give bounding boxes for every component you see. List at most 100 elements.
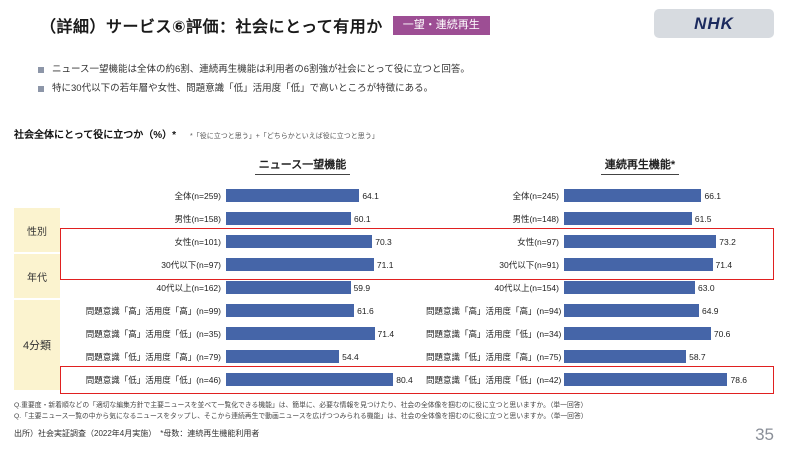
value-bar xyxy=(226,373,394,386)
chart-row: 問題意識「低」活用度「高」(n=79) 54.4 問題意識「低」活用度「高」(n=7… xyxy=(0,345,762,368)
chart-row: 女性(n=101) 70.3 女性(n=97) 73.2 xyxy=(0,230,762,253)
bar-zone: 71.4 xyxy=(226,327,426,340)
value-label: 71.4 xyxy=(377,328,395,339)
value-bar xyxy=(564,304,699,317)
value-label: 59.9 xyxy=(353,282,371,293)
footnote-line: Q.重要度・新着順などの「適切な編集方針で主要ニュースを並べて一覧化できる機能」… xyxy=(14,402,588,409)
group-label-4category: 4分類 xyxy=(14,300,60,390)
value-label: 71.1 xyxy=(376,259,394,270)
section-title: 社会全体にとって役に立つか（%）* xyxy=(14,130,176,141)
value-label: 58.7 xyxy=(689,351,706,362)
chart-title-left: ニュース一望機能 xyxy=(225,156,380,175)
bar-zone: 61.5 xyxy=(564,212,762,225)
category-label: 40代以上(n=154) xyxy=(494,282,560,293)
bullet-square-icon xyxy=(38,86,44,93)
nhk-logo: NHK xyxy=(654,9,774,38)
value-label: 73.2 xyxy=(719,236,736,247)
bar-zone: 78.6 xyxy=(564,373,762,386)
value-label: 78.6 xyxy=(730,374,748,385)
chart-title-right: 連続再生機能* xyxy=(565,156,715,175)
value-bar xyxy=(226,258,374,271)
value-bar xyxy=(226,304,355,317)
question-footnotes: Q.重要度・新着順などの「適切な編集方針で主要ニュースを並べて一覧化できる機能」… xyxy=(14,401,786,423)
bullet-item: 特に30代以下の若年層や女性、問題意識「低」活用度「低」で高いところが特徴にある… xyxy=(38,83,760,95)
bullet-text: ニュース一望機能は全体の約6割、連続再生機能は利用者の6割強が社会にとって役に立… xyxy=(52,64,470,75)
value-bar xyxy=(564,235,717,248)
bar-zone: 59.9 xyxy=(226,281,426,294)
chart-row: 男性(n=158) 60.1 男性(n=148) 61.5 xyxy=(0,207,762,230)
footnote-line: Q.「主要ニュース一覧の中から気になるニュースをタップし、そこから連続再生で動画… xyxy=(14,412,588,420)
category-label: 全体(n=259) xyxy=(174,190,221,201)
category-label: 問題意識「低」活用度「低」(n=46) xyxy=(85,374,221,385)
value-bar xyxy=(564,281,696,294)
category-label: 男性(n=158) xyxy=(174,213,221,224)
value-bar xyxy=(564,350,687,363)
bar-zone: 54.4 xyxy=(226,350,426,363)
chart-rows: 全体(n=259) 64.1 全体(n=245) 66.1 男性(n=158) 60.1 男… xyxy=(0,184,762,391)
bar-zone: 61.6 xyxy=(226,304,426,317)
category-label: 女性(n=101) xyxy=(174,236,221,247)
category-label: 問題意識「高」活用度「低」(n=35) xyxy=(85,328,221,339)
value-bar xyxy=(564,189,702,202)
bar-zone: 64.1 xyxy=(226,189,426,202)
value-label: 61.6 xyxy=(357,305,374,316)
category-label: 30代以下(n=97) xyxy=(161,259,221,270)
category-label: 問題意識「高」活用度「高」(n=99) xyxy=(85,305,221,316)
value-bar xyxy=(564,327,711,340)
value-label: 54.4 xyxy=(342,351,359,362)
value-label: 66.1 xyxy=(704,190,722,201)
value-bar xyxy=(226,189,360,202)
chart-row: 問題意識「高」活用度「低」(n=35) 71.4 問題意識「高」活用度「低」(n=3… xyxy=(0,322,762,345)
category-label: 40代以上(n=162) xyxy=(156,282,222,293)
bar-zone: 73.2 xyxy=(564,235,762,248)
value-label: 63.0 xyxy=(698,282,715,293)
section-header: 社会全体にとって役に立つか（%）* *「役に立つと思う」+「どちらかといえば役に… xyxy=(14,126,379,141)
bar-zone: 60.1 xyxy=(226,212,426,225)
category-label: 男性(n=148) xyxy=(512,213,559,224)
bar-zone: 66.1 xyxy=(564,189,762,202)
value-label: 64.1 xyxy=(362,190,379,201)
value-bar xyxy=(226,327,375,340)
value-label: 71.4 xyxy=(715,259,733,270)
bar-zone: 71.4 xyxy=(564,258,762,271)
nhk-logo-text: NHK xyxy=(694,13,734,33)
value-bar xyxy=(226,235,373,248)
category-label: 問題意識「高」活用度「高」(n=94) xyxy=(426,305,562,316)
value-bar xyxy=(564,258,713,271)
value-label: 70.3 xyxy=(375,236,392,247)
value-bar xyxy=(226,212,351,225)
category-label: 全体(n=245) xyxy=(512,190,559,201)
value-bar xyxy=(564,373,728,386)
chart-row: 全体(n=259) 64.1 全体(n=245) 66.1 xyxy=(0,184,762,207)
category-label: 30代以下(n=91) xyxy=(499,259,559,270)
bullet-text: 特に30代以下の若年層や女性、問題意識「低」活用度「低」で高いところが特徴にある… xyxy=(52,83,434,95)
value-label: 80.4 xyxy=(396,374,413,385)
section-note: *「役に立つと思う」+「どちらかといえば役に立つと思う」 xyxy=(189,133,379,140)
chart-row: 40代以上(n=162) 59.9 40代以上(n=154) 63.0 xyxy=(0,276,762,299)
chart-row: 問題意識「低」活用度「低」(n=46) 80.4 問題意識「低」活用度「低」(n=4… xyxy=(0,368,762,391)
topic-badge: 一望・連続再生 xyxy=(392,15,490,35)
source-note: 出所）社会実証調査（2022年4月実施） *母数：連続再生機能利用者 xyxy=(14,429,260,438)
category-label: 女性(n=97) xyxy=(517,236,559,247)
chart-row: 30代以下(n=97) 71.1 30代以下(n=91) 71.4 xyxy=(0,253,762,276)
value-label: 60.1 xyxy=(354,213,371,224)
chart-row: 問題意識「高」活用度「高」(n=99) 61.6 問題意識「高」活用度「高」(n=9… xyxy=(0,299,762,322)
category-label: 問題意識「低」活用度「低」(n=42) xyxy=(426,374,562,385)
bullet-item: ニュース一望機能は全体の約6割、連続再生機能は利用者の6割強が社会にとって役に立… xyxy=(38,64,760,76)
bar-zone: 64.9 xyxy=(564,304,762,317)
page-number: 35 xyxy=(755,425,774,444)
bar-zone: 70.6 xyxy=(564,327,762,340)
value-label: 61.5 xyxy=(694,213,712,224)
category-label: 問題意識「低」活用度「高」(n=75) xyxy=(426,351,562,362)
page-title: （詳細）サービス⑥評価：社会にとって有用か xyxy=(40,19,383,36)
value-bar xyxy=(226,281,351,294)
bar-zone: 80.4 xyxy=(226,373,426,386)
bar-zone: 63.0 xyxy=(564,281,762,294)
category-label: 問題意識「高」活用度「低」(n=34) xyxy=(426,328,562,339)
group-label-age: 年代 xyxy=(14,254,60,298)
value-label: 64.9 xyxy=(701,305,719,316)
summary-bullets: ニュース一望機能は全体の約6割、連続再生機能は利用者の6割強が社会にとって役に立… xyxy=(38,64,760,103)
group-label-gender: 性別 xyxy=(14,208,60,252)
bar-zone: 71.1 xyxy=(226,258,426,271)
